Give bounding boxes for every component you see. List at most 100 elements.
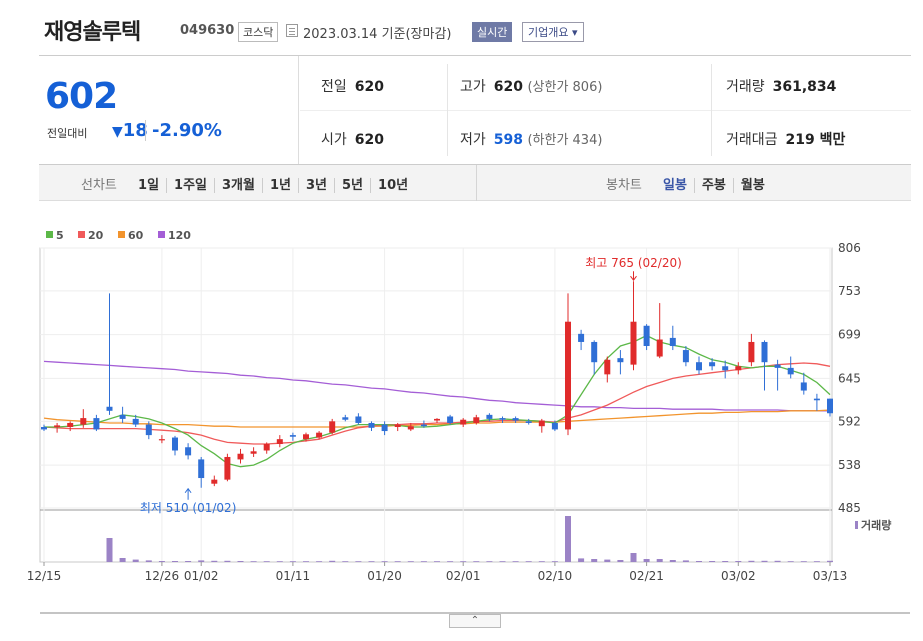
x-tick-label: 03/13 <box>813 569 848 583</box>
candle-body <box>67 422 74 428</box>
ma5-line <box>44 334 831 468</box>
volume-bar <box>617 560 624 562</box>
candle-body <box>604 359 611 375</box>
line-opt-1d[interactable]: 1일 <box>138 178 160 193</box>
candle-opt-weekly[interactable]: 주봉 <box>693 178 733 193</box>
realtime-button[interactable]: 실시간 <box>472 22 513 42</box>
candle-body <box>735 366 742 371</box>
legend-label: 20 <box>88 229 104 242</box>
volume-bar <box>696 561 702 562</box>
candle-body <box>316 432 323 438</box>
volume-legend-swatch <box>855 521 858 529</box>
volume-cell: 거래량 361,834 <box>726 76 836 96</box>
volume-bar <box>682 560 689 562</box>
volume-bar <box>420 561 427 562</box>
line-opt-3y[interactable]: 3년 <box>298 178 335 193</box>
candle-body <box>106 406 113 411</box>
candle-body <box>827 398 833 414</box>
candle-body <box>250 451 257 454</box>
candle-opt-monthly[interactable]: 월봉 <box>732 178 772 193</box>
company-overview-label: 기업개요 <box>528 26 569 39</box>
candle-body <box>813 398 820 401</box>
volume-bar <box>499 561 506 562</box>
candle-body <box>158 439 165 441</box>
volume-bar <box>106 538 113 562</box>
line-opt-1y[interactable]: 1년 <box>261 178 298 193</box>
candle-body <box>132 418 139 425</box>
candle-body <box>551 422 558 430</box>
current-price: 602 <box>45 76 118 117</box>
volume-bar <box>172 561 178 562</box>
candles <box>41 281 833 488</box>
volume-bar <box>643 559 650 562</box>
line-opt-5y[interactable]: 5년 <box>334 178 371 193</box>
low-cell: 저가 598 (하한가 434) <box>460 129 602 149</box>
x-tick-label: 02/10 <box>538 569 573 583</box>
low-price-note: 최저 510 (01/02) <box>140 501 237 515</box>
candle-body <box>774 364 781 368</box>
volume-bar <box>813 561 820 562</box>
change-label: 전일대비 <box>47 127 88 140</box>
line-chart-options: 선차트 1일 1주일 3개월 1년 3년 5년 10년 <box>81 174 416 193</box>
candle-opt-daily[interactable]: 일봉 <box>663 178 687 193</box>
prev-close-label: 전일 <box>321 79 347 95</box>
candle-body <box>512 418 519 421</box>
quote-panel: 602 전일대비 ▼18 -2.90% 전일 620 고가 620 (상한가 806… <box>39 55 911 165</box>
collapse-button[interactable]: ⌃ <box>449 614 501 628</box>
high-price-note: 최고 765 (02/20) <box>585 256 682 270</box>
volume-bar <box>224 560 231 562</box>
candle-body <box>722 366 729 371</box>
volume-bar <box>381 561 388 562</box>
volume-bar <box>355 561 362 562</box>
candle-chart-options: 봉차트 일봉 주봉 월봉 <box>606 174 772 193</box>
ma60-line <box>43 409 831 428</box>
calendar-icon <box>286 24 298 37</box>
row-divider <box>300 110 911 111</box>
candle-body <box>499 418 506 420</box>
market-badge: 코스닥 <box>238 22 279 42</box>
stock-header: 재영솔루텍 049630 코스닥 2023.03.14 기준(장마감) 실시간 … <box>0 0 923 50</box>
volume-bar <box>578 558 585 562</box>
line-opt-3m[interactable]: 3개월 <box>214 178 262 193</box>
volume-bar <box>316 561 323 562</box>
line-opt-1w[interactable]: 1주일 <box>166 178 215 193</box>
chart-grid <box>39 247 833 563</box>
volume-bar <box>394 561 401 562</box>
volume-bar <box>735 561 742 562</box>
period-bar: 선차트 1일 1주일 3개월 1년 3년 5년 10년 봉차트 일봉 주봉 월봉 <box>39 165 911 201</box>
candle-body <box>263 444 270 451</box>
candle-body <box>41 427 47 430</box>
volume-bar <box>722 561 729 562</box>
volume-bar <box>709 561 716 562</box>
candle-body <box>525 421 532 423</box>
legend-swatch <box>78 231 85 238</box>
change-percent: -2.90% <box>145 120 222 141</box>
volume-bar <box>303 561 309 562</box>
line-opt-10y[interactable]: 10년 <box>370 178 416 193</box>
volume-bar <box>211 560 218 562</box>
volume-bar <box>145 560 152 562</box>
chevron-up-icon: ⌃ <box>470 615 480 626</box>
candle-body <box>748 341 755 363</box>
y-tick-label: 485 <box>838 501 861 515</box>
candle-body <box>460 419 467 425</box>
ma120-line <box>43 360 830 412</box>
volume-bar <box>800 561 807 562</box>
candle-body <box>800 382 807 391</box>
high-value: 620 <box>493 79 523 95</box>
legend-swatch <box>158 231 165 238</box>
low-value: 598 <box>493 132 523 148</box>
volume-bar <box>512 561 519 562</box>
volume-bar <box>276 561 283 562</box>
candle-body <box>656 339 663 357</box>
candle-body <box>145 424 152 436</box>
company-overview-button[interactable]: 기업개요 ▾ <box>522 22 584 42</box>
volume-bar <box>447 561 454 562</box>
x-tick-label: 02/21 <box>629 569 664 583</box>
volume-bar <box>538 561 545 562</box>
x-tick-label: 12/26 <box>145 569 180 583</box>
candle-body <box>643 325 650 347</box>
lower-limit: (하한가 434) <box>527 133 603 148</box>
candle-body <box>276 439 283 445</box>
